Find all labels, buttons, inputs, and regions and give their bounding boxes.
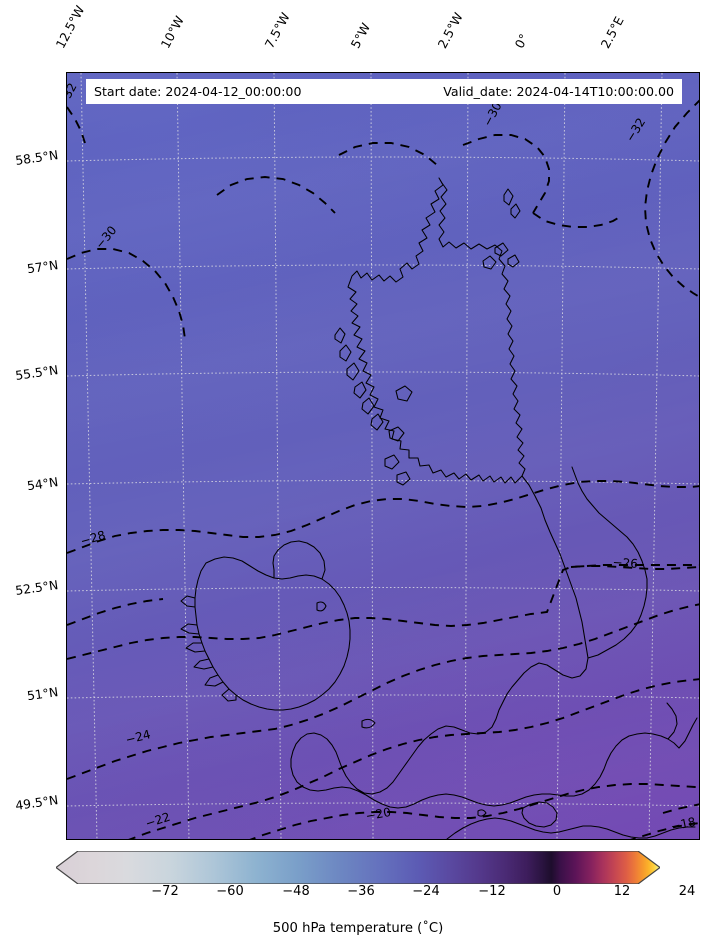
contour-label: −30	[92, 223, 119, 251]
gridlines	[67, 73, 699, 839]
temperature-field	[67, 73, 699, 839]
colorbar[interactable]	[56, 851, 660, 884]
date-banner: Start date: 2024-04-12_00:00:00 Valid_da…	[86, 79, 682, 104]
contour-label: −18	[669, 815, 697, 834]
lat-tick-label: 49.5°N	[14, 792, 60, 813]
colorbar-tick-label: −72	[151, 884, 179, 899]
colorbar-body[interactable]	[56, 851, 660, 884]
contour-label: −26	[612, 555, 638, 571]
contour-label: −32	[67, 81, 80, 110]
coastlines	[180, 177, 698, 839]
lat-tick-label: 51°N	[26, 684, 60, 704]
contour-label: −20	[365, 805, 392, 823]
colorbar-tick-label: 0	[552, 884, 562, 899]
field-contour-banding	[67, 73, 699, 839]
lat-tick-label: 54°N	[26, 474, 60, 494]
colorbar-tick-label: −12	[478, 884, 506, 899]
field-warm-tint	[67, 73, 699, 839]
lon-tick-label: 5°W	[347, 20, 374, 51]
field-base-gradient	[67, 73, 699, 839]
map-plot-area[interactable]: −32 −32 −30 −30 −28 −26 −24 −22 −20 −18 Start dat…	[66, 72, 700, 840]
colorbar-tick-label: −24	[412, 884, 440, 899]
colorbar-tick-label: −36	[347, 884, 375, 899]
start-date-label: Start date: 2024-04-12_00:00:00	[94, 84, 302, 99]
isotherm-contours	[67, 99, 699, 839]
colorbar-tick-label: −48	[282, 884, 310, 899]
lon-tick-label: 12.5°W	[52, 3, 88, 51]
colorbar-tick-label: 12	[613, 884, 631, 899]
field-cool-tint	[67, 73, 699, 839]
lon-tick-label: 2.5°E	[597, 13, 627, 51]
lon-tick-label: 0°	[511, 31, 532, 51]
colorbar-tick-label: 24	[678, 884, 696, 899]
lat-tick-label: 58.5°N	[14, 147, 60, 168]
lat-tick-label: 52.5°N	[14, 577, 60, 598]
lat-tick-label: 57°N	[26, 257, 60, 277]
lon-tick-label: 7.5°W	[261, 10, 293, 51]
lon-tick-label: 2.5°W	[434, 10, 466, 51]
lon-tick-label: 10°W	[157, 13, 187, 51]
colorbar-gradient	[56, 851, 660, 884]
contour-label: −22	[144, 810, 172, 831]
colorbar-tick-label: −60	[216, 884, 244, 899]
coastline-and-contour-overlay	[67, 99, 699, 839]
contour-label: −24	[124, 727, 152, 747]
lat-tick-label: 55.5°N	[14, 362, 60, 383]
valid-date-label: Valid_date: 2024-04-14T10:00:00.00	[443, 84, 674, 99]
contour-labels: −32−32−30−30−28−26−24−22 −20−18	[67, 81, 697, 834]
contour-label: −32	[623, 115, 648, 144]
colorbar-title: 500 hPa temperature (˚C)	[272, 921, 444, 936]
contour-label: −28	[79, 528, 107, 548]
